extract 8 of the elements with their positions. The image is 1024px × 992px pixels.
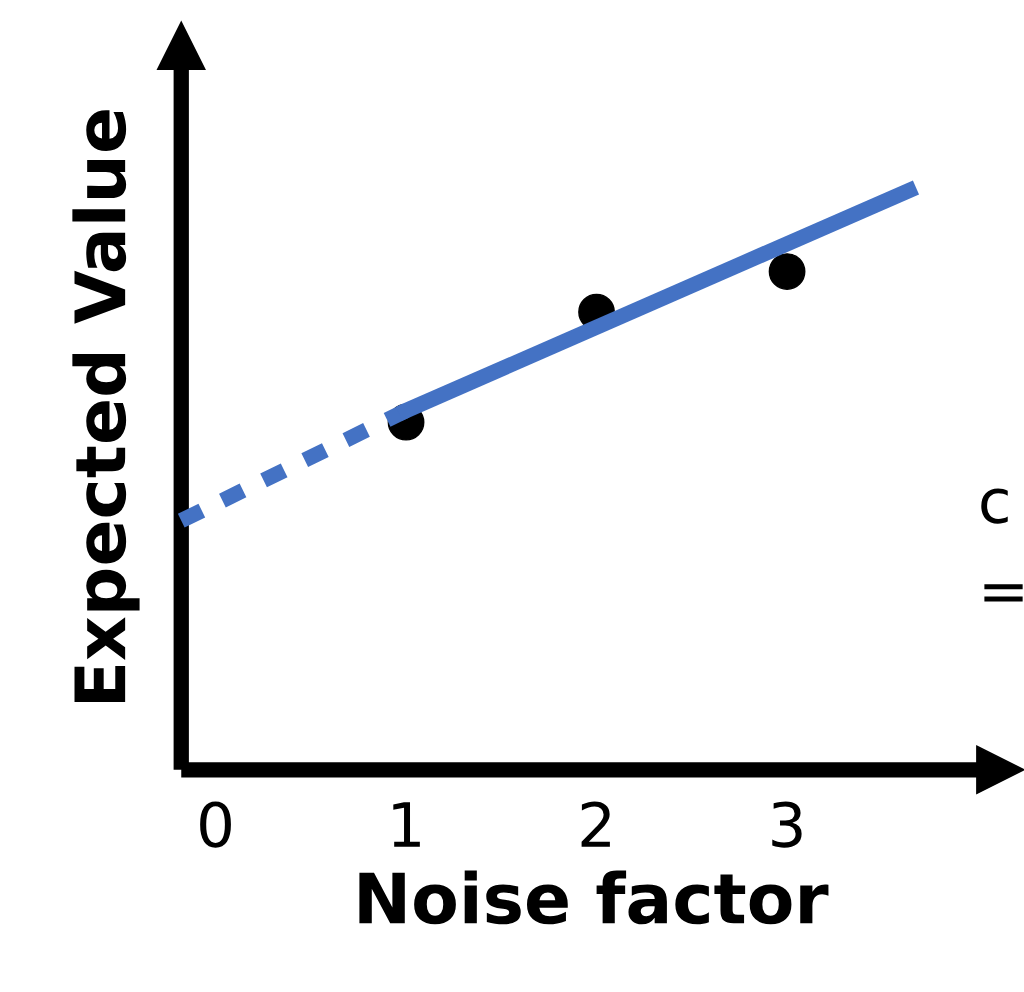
x-axis-title: Noise factor — [359, 870, 829, 925]
x-tick-label: 2 — [581, 801, 610, 847]
x-tick-label: 0 — [200, 801, 231, 848]
x-tick-label: 1 — [393, 802, 420, 847]
y-axis-title: Expected Value — [72, 110, 140, 703]
annotation: c — [981, 488, 1008, 524]
annotation: = — [984, 584, 1023, 602]
x-tick-label: 3 — [772, 801, 802, 848]
